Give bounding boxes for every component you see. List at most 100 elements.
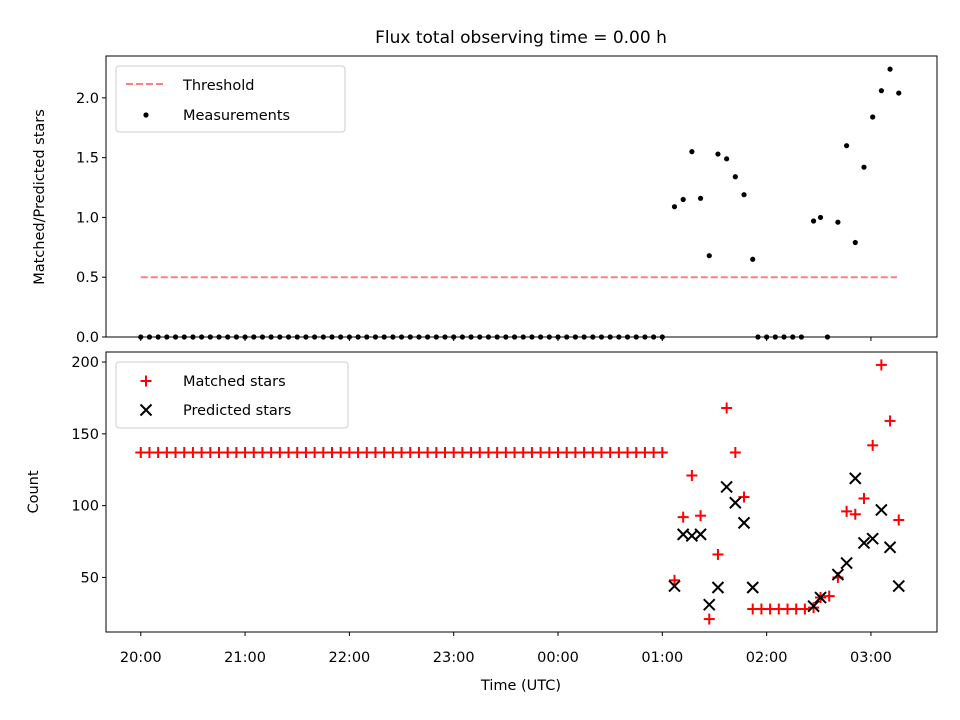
measurement-point xyxy=(715,151,721,157)
ratio-y-axis: 0.0 0.5 1.0 1.5 2.0 xyxy=(76,91,106,346)
matched-star-point xyxy=(656,447,668,459)
matched-star-point xyxy=(712,548,724,560)
matched-star-point xyxy=(668,574,680,586)
measurement-point xyxy=(843,143,850,149)
measurement-point xyxy=(697,195,704,201)
matched-star-point xyxy=(686,469,698,481)
count-x-tick-label: 20:00 xyxy=(120,650,162,666)
count-y-axis-label: Count xyxy=(26,470,42,513)
predicted-star-point xyxy=(875,503,888,517)
figure-title: Flux total observing time = 0.00 h xyxy=(375,28,667,48)
predicted-star-point xyxy=(746,581,759,594)
count-marks xyxy=(135,359,905,625)
measurement-point xyxy=(896,90,902,96)
predicted-star-point xyxy=(866,532,879,545)
ratio-y-tick-label: 1.5 xyxy=(76,151,99,167)
measurement-point xyxy=(835,219,841,225)
matched-star-point xyxy=(841,505,853,517)
predicted-star-point xyxy=(883,541,897,554)
measurement-point xyxy=(810,218,817,224)
count-x-axis: 20:00 21:00 22:00 23:00 00:00 01:00 02:00 03:00 xyxy=(120,632,892,666)
measurement-point xyxy=(724,156,730,162)
ratio-legend-box xyxy=(115,65,346,133)
count-y-tick-label: 100 xyxy=(71,499,99,515)
predicted-star-point xyxy=(831,568,845,581)
legend-matched-label: Matched stars xyxy=(183,374,286,390)
count-y-axis: 50 100 150 200 xyxy=(71,355,106,586)
legend-predicted-label: Predicted stars xyxy=(183,403,291,419)
predicted-star-point xyxy=(857,536,871,550)
matched-star-point xyxy=(858,492,870,504)
measurement-point xyxy=(680,196,686,203)
count-x-tick-label: 01:00 xyxy=(641,650,683,666)
measurement-point xyxy=(706,253,712,259)
measurement-point xyxy=(732,174,738,180)
matched-star-point xyxy=(677,511,689,523)
matched-star-point xyxy=(721,402,733,414)
measurement-point xyxy=(852,239,858,246)
matched-star-point xyxy=(799,603,811,615)
count-y-tick-label: 50 xyxy=(81,570,99,586)
count-x-tick-label: 00:00 xyxy=(537,650,579,666)
count-panel: 50 100 150 200 20:00 21:00 22:00 23:00 00:00 01:… xyxy=(26,351,938,694)
predicted-star-point xyxy=(849,472,862,485)
count-x-axis-label: Time (UTC) xyxy=(480,678,561,694)
predicted-star-point xyxy=(814,591,827,604)
predicted-star-point xyxy=(892,579,905,593)
legend-measurements-swatch xyxy=(143,112,149,118)
ratio-y-tick-label: 0.5 xyxy=(76,270,99,286)
predicted-star-point xyxy=(840,556,853,570)
measurement-point xyxy=(870,114,876,120)
measurement-point xyxy=(878,88,884,94)
ratio-y-axis-label: Matched/Predicted stars xyxy=(32,109,48,285)
matched-star-point xyxy=(695,510,707,522)
ratio-panel: 0.00.51.01.52.0 Matched/Predicted stars … xyxy=(32,55,938,346)
predicted-star-point xyxy=(807,599,820,613)
ratio-marks xyxy=(138,66,902,340)
measurement-point xyxy=(887,66,893,72)
ratio-legend: Threshold Measurements xyxy=(115,65,346,133)
predicted-star-point xyxy=(729,496,742,509)
count-legend-box xyxy=(115,361,349,429)
measurement-point xyxy=(817,214,824,221)
legend-predicted-swatch xyxy=(139,403,153,417)
measurement-point xyxy=(671,204,678,210)
ratio-x-axis xyxy=(140,337,872,341)
ratio-axes-frame xyxy=(105,55,938,338)
count-x-tick-label: 21:00 xyxy=(224,650,266,666)
measurement-point xyxy=(741,192,747,198)
predicted-star-point xyxy=(737,516,751,530)
count-x-tick-label: 22:00 xyxy=(328,650,370,666)
matched-star-point xyxy=(849,508,861,520)
count-x-tick-label: 02:00 xyxy=(746,650,788,666)
legend-matched-swatch xyxy=(140,375,152,387)
ratio-y-tick-label: 2.0 xyxy=(76,91,99,107)
ratio-y-tick-label: 0.0 xyxy=(76,330,99,346)
predicted-star-point xyxy=(668,579,681,593)
predicted-star-point xyxy=(711,581,725,594)
matched-star-point xyxy=(867,439,879,451)
ratio-y-tick-label: 1.0 xyxy=(76,210,99,226)
count-x-tick-label: 03:00 xyxy=(850,650,892,666)
matched-star-point xyxy=(703,613,715,625)
matched-star-point xyxy=(884,415,896,427)
matched-star-point xyxy=(729,447,741,459)
legend-measurements-label: Measurements xyxy=(183,108,290,124)
predicted-star-point xyxy=(694,528,707,541)
count-legend: Matched stars Predicted stars xyxy=(115,361,349,429)
matched-star-point xyxy=(893,514,905,526)
measurement-point xyxy=(861,164,867,170)
count-x-tick-label: 23:00 xyxy=(433,650,475,666)
matched-star-point xyxy=(808,602,820,614)
count-y-tick-label: 150 xyxy=(71,427,99,443)
matched-star-point xyxy=(875,359,887,371)
matched-star-point xyxy=(823,590,835,602)
predicted-star-point xyxy=(703,598,716,611)
count-y-tick-label: 200 xyxy=(71,355,99,371)
count-axes-frame xyxy=(105,351,938,633)
measurement-point xyxy=(750,256,756,262)
predicted-star-point xyxy=(720,480,733,494)
measurement-point xyxy=(689,149,695,155)
legend-threshold-label: Threshold xyxy=(182,78,254,94)
